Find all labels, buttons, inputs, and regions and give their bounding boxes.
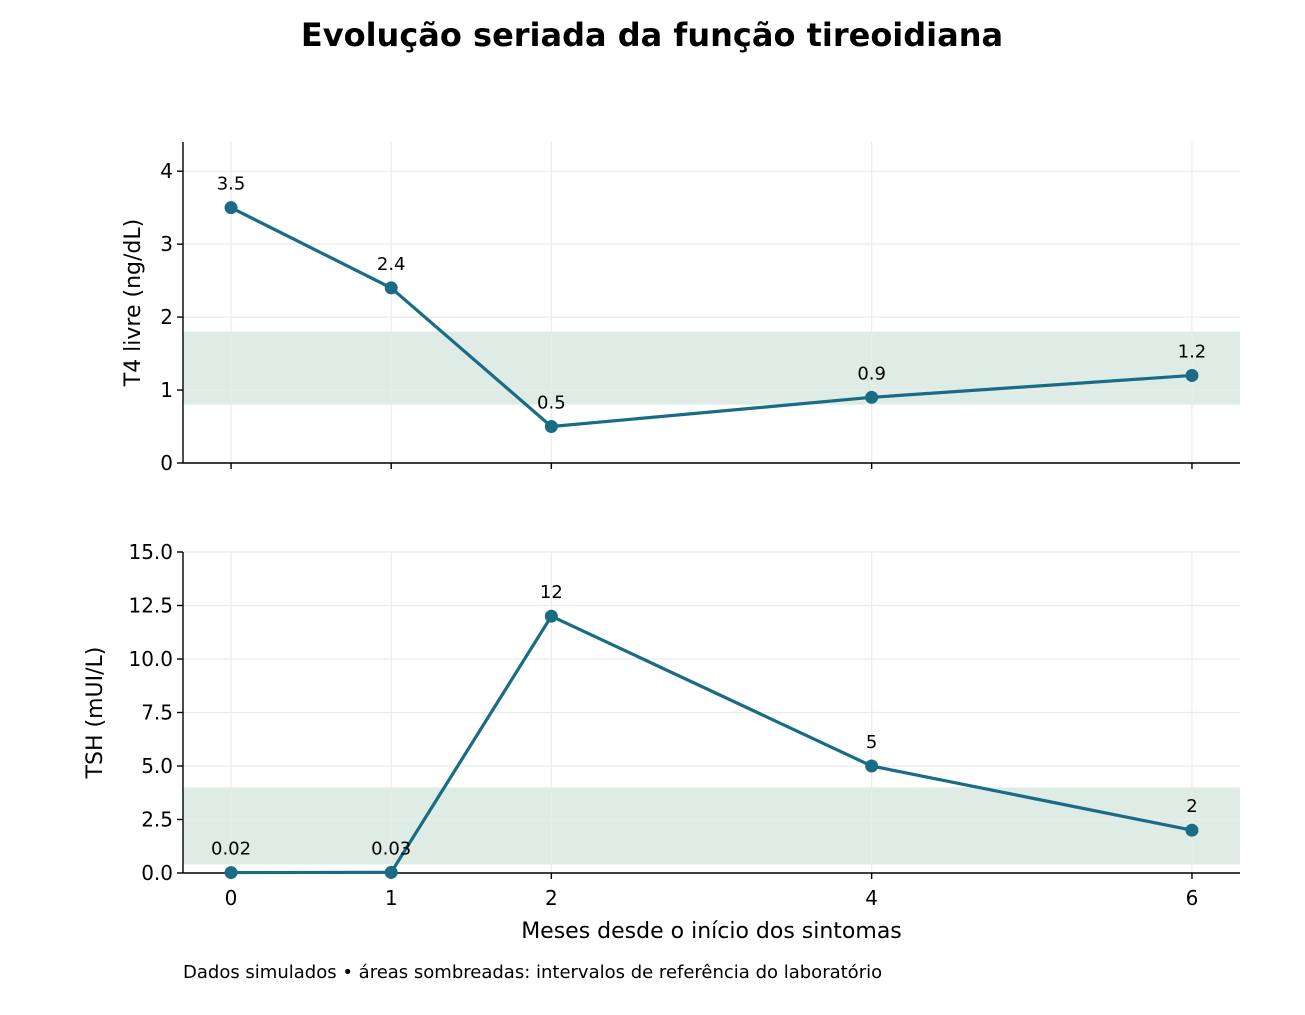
reference-band-t4 [183,331,1240,405]
data-label-t4: 3.5 [217,174,246,195]
x-tick-label-tsh: 4 [865,886,878,910]
data-label-tsh: 12 [540,582,563,603]
data-label-tsh: 5 [866,732,877,753]
data-point-t4 [1185,368,1199,382]
x-tick-label-tsh: 6 [1186,886,1199,910]
y-axis-title-tsh: TSH (mUI/L) [83,647,108,780]
data-point-t4 [384,281,398,295]
footnote: Dados simulados • áreas sombreadas: inte… [183,962,882,983]
y-tick-label-t4: 1 [160,378,173,402]
y-tick-label-tsh: 7.5 [141,701,173,725]
data-label-t4: 1.2 [1178,341,1207,362]
x-axis-title-tsh: Meses desde o início dos sintomas [521,919,902,944]
data-point-t4 [865,390,879,404]
data-point-t4 [544,420,558,434]
data-label-tsh: 2 [1186,796,1197,817]
reference-band-tsh [183,787,1240,865]
y-tick-label-t4: 0 [160,451,173,475]
y-tick-label-tsh: 10.0 [128,647,173,671]
panel-t4: 0 1 2 3 4 T4 livre (ng/dL) 3.5 2.4 0.5 0.9 1.2 [121,142,1240,475]
y-axis-title-t4: T4 livre (ng/dL) [121,219,146,387]
x-tick-label-tsh: 2 [545,886,558,910]
data-point-tsh [224,866,238,880]
data-label-t4: 0.9 [857,363,886,384]
x-tick-label-tsh: 0 [225,886,238,910]
data-label-tsh: 0.02 [211,839,251,860]
x-tick-label-tsh: 1 [385,886,398,910]
data-label-t4: 0.5 [537,393,566,414]
data-point-t4 [224,201,238,215]
data-point-tsh [544,609,558,623]
y-tick-label-tsh: 15.0 [128,540,173,564]
y-tick-label-tsh: 12.5 [128,594,173,618]
y-tick-label-tsh: 0.0 [141,861,173,885]
y-tick-label-t4: 3 [160,232,173,256]
chart-title: Evolução seriada da função tireoidiana [301,16,1003,54]
data-point-tsh [865,759,879,773]
y-tick-label-t4: 4 [160,159,173,183]
data-label-tsh: 0.03 [371,838,411,859]
data-label-t4: 2.4 [377,254,406,275]
y-tick-label-tsh: 5.0 [141,754,173,778]
y-tick-label-tsh: 2.5 [141,808,173,832]
data-point-tsh [1185,823,1199,837]
data-point-tsh [384,865,398,879]
y-tick-label-t4: 2 [160,305,173,329]
